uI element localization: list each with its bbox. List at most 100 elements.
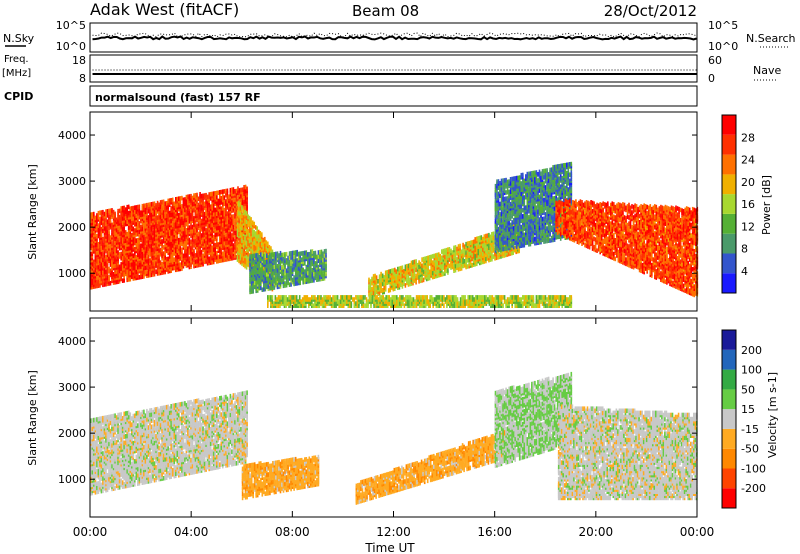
data-cell [161, 247, 163, 253]
data-cell [99, 270, 101, 276]
data-cell [121, 270, 124, 275]
data-cell [290, 259, 292, 264]
data-cell [225, 199, 227, 204]
data-cell [184, 224, 186, 229]
data-cell [463, 248, 466, 254]
data-cell [103, 267, 106, 273]
data-cell [496, 245, 498, 251]
data-cell [499, 243, 501, 248]
data-cell [217, 225, 220, 231]
data-cell [278, 259, 280, 265]
data-cell [135, 254, 138, 260]
data-cell [171, 222, 174, 228]
data-cell [247, 241, 249, 246]
data-cell [138, 252, 141, 257]
data-cell [144, 213, 147, 219]
data-cell [147, 269, 150, 274]
data-cell [495, 255, 498, 261]
data-cell [205, 192, 207, 198]
data-cell [185, 228, 188, 233]
data-cell [220, 210, 223, 216]
data-cell [381, 281, 384, 287]
data-cell [271, 249, 274, 255]
data-cell [253, 280, 256, 286]
data-cell [187, 246, 189, 251]
data-cell [256, 226, 258, 231]
data-cell [138, 204, 141, 210]
data-cell [141, 255, 144, 261]
data-cell [262, 241, 265, 247]
data-cell [273, 264, 276, 269]
data-cell [212, 212, 215, 217]
data-cell [158, 258, 160, 264]
data-cell [416, 275, 419, 280]
data-cell [200, 243, 203, 249]
data-cell [451, 250, 454, 255]
data-cell [281, 256, 283, 262]
data-cell [97, 233, 100, 239]
data-cell [264, 236, 266, 242]
data-cell [193, 216, 195, 221]
data-cell [410, 273, 413, 278]
data-cell [229, 237, 232, 243]
data-cell [206, 231, 209, 237]
data-cell [103, 282, 106, 287]
data-cell [270, 256, 273, 262]
data-cell [102, 214, 104, 219]
data-cell [472, 243, 475, 249]
data-cell [391, 268, 393, 274]
data-cell [141, 270, 144, 275]
data-cell [323, 263, 326, 269]
data-cell [187, 252, 189, 258]
data-cell [143, 230, 145, 236]
data-cell [253, 259, 256, 265]
data-cell [501, 251, 504, 257]
data-cell [287, 259, 289, 265]
data-cell [250, 221, 252, 226]
data-cell [256, 253, 259, 258]
data-cell [91, 212, 94, 217]
data-cell [267, 247, 269, 253]
data-cell [244, 234, 246, 240]
data-cell [242, 248, 245, 253]
data-cell [225, 188, 227, 194]
data-cell [200, 218, 203, 224]
data-cell [149, 235, 151, 241]
data-cell [140, 253, 142, 259]
data-cell [302, 255, 304, 260]
data-cell [234, 207, 236, 213]
data-cell [269, 273, 271, 279]
data-cell [235, 230, 238, 235]
data-cell [179, 196, 182, 201]
data-cell [150, 272, 153, 278]
data-cell [90, 268, 92, 273]
data-cell [105, 217, 107, 223]
data-cell [150, 264, 153, 269]
data-cell [431, 260, 434, 265]
data-cell [156, 233, 159, 239]
data-cell [389, 269, 392, 274]
data-cell [231, 187, 233, 193]
data-cell [320, 249, 323, 255]
data-cell [238, 239, 241, 245]
data-cell [462, 249, 464, 254]
data-cell [217, 254, 220, 260]
data-cell [397, 266, 399, 272]
data-cell [239, 220, 242, 226]
data-cell [138, 208, 141, 214]
data-cell [150, 224, 153, 230]
data-cell [97, 229, 100, 235]
data-cell [477, 254, 480, 260]
data-cell [404, 283, 407, 288]
data-cell [497, 214, 500, 219]
data-cell [401, 265, 404, 270]
data-cell [127, 237, 130, 243]
data-cell [284, 274, 286, 280]
data-cell [236, 211, 239, 217]
data-cell [485, 248, 487, 253]
data-cell [165, 234, 168, 239]
data-cell [112, 272, 115, 277]
data-cell [322, 257, 324, 263]
data-cell [121, 278, 124, 283]
data-cell [144, 209, 147, 215]
